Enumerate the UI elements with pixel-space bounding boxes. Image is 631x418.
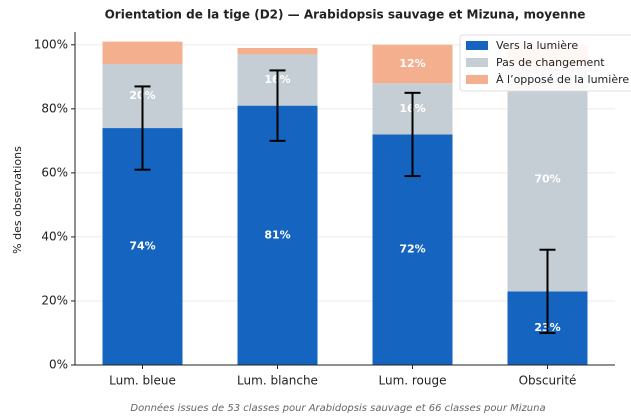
legend-box [459,34,631,92]
bar-segment [237,105,318,366]
bar-segment [372,44,453,84]
y-axis-label: % des observations [11,146,24,254]
error-bar [539,248,556,334]
x-tick-label: Lum. blanche [237,374,318,388]
bar-segment [237,48,318,55]
legend-swatch [466,58,488,67]
data-label: 72% [399,243,425,256]
footnote: Données issues de 53 classes pour Arabid… [130,402,545,414]
data-label: 81% [264,228,290,241]
legend-label: Pas de changement [496,56,605,69]
data-label: 12% [399,57,425,70]
y-tick-label: 60% [41,165,68,179]
y-tick-label: 0% [49,358,68,372]
data-label: 70% [534,172,560,185]
x-tick-label: Obscurité [519,374,577,388]
y-tick-label: 20% [41,293,68,307]
y-tick-label: 100% [34,37,68,51]
y-tick-label: 80% [41,101,68,115]
x-tick-label: Lum. rouge [378,374,446,388]
legend-swatch [466,75,488,84]
error-bar [404,91,421,178]
legend-label: Vers la lumière [496,39,578,52]
data-label: 74% [129,240,155,253]
bar-segment [102,41,183,65]
legend-swatch [466,41,488,50]
y-tick-label: 40% [41,229,68,243]
legend-label: À l’opposé de la lumière [496,73,629,86]
chart-title: Orientation de la tige (D2) — Arabidopsi… [105,8,586,22]
x-tick-label: Lum. bleue [109,374,176,388]
error-bar [134,85,151,171]
error-bar [269,69,286,142]
